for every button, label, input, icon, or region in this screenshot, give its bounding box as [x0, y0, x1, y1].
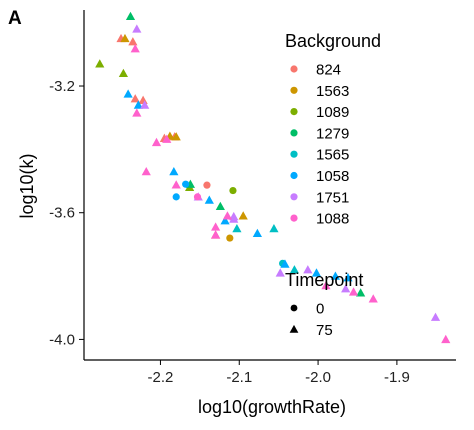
data-point-1058 — [330, 271, 341, 280]
x-axis-title: log10(growthRate) — [198, 397, 346, 417]
data-point-1088 — [141, 166, 151, 176]
data-point-1058 — [133, 100, 143, 109]
data-point-1088 — [132, 108, 142, 117]
legend-label-1563: 1563 — [316, 83, 349, 100]
data-point-1088 — [151, 137, 162, 147]
legend-label-1088: 1088 — [316, 211, 349, 228]
legend-key-1563 — [290, 86, 298, 94]
legend-title-timepoint: Timepoint — [285, 270, 363, 290]
legend-key-1089 — [290, 108, 298, 116]
data-point-1563 — [238, 211, 248, 220]
data-point-1088 — [193, 193, 202, 201]
data-points — [95, 11, 451, 344]
data-point-1279 — [215, 201, 225, 211]
legend-label-timepoint-75: 75 — [316, 322, 333, 339]
data-point-1089 — [95, 59, 105, 68]
x-tick-label: -2.2 — [148, 369, 174, 386]
data-point-1751 — [229, 214, 239, 223]
data-point-1088 — [222, 211, 233, 220]
legend-key-1751 — [290, 193, 298, 201]
data-point-1089 — [229, 186, 237, 195]
legend-label-1279: 1279 — [316, 125, 349, 142]
y-tick-label: -4.0 — [49, 331, 75, 348]
legend-label-1058: 1058 — [316, 168, 349, 185]
legend-key-824 — [290, 65, 298, 73]
data-point-1751 — [341, 284, 351, 293]
legend-background: Background 824 1563 1089 1279 1565 1058 1751 108… — [285, 31, 381, 228]
data-point-1058 — [204, 195, 214, 204]
data-point-1058 — [220, 216, 230, 225]
legend-label-824: 824 — [316, 62, 341, 79]
legend-label-1751: 1751 — [316, 189, 349, 206]
data-point-824 — [138, 95, 148, 104]
legend-key-1088 — [290, 214, 298, 222]
data-point-1058 — [343, 273, 353, 282]
data-point-1751 — [303, 265, 313, 274]
data-point-1058 — [123, 89, 133, 98]
legend-label-1089: 1089 — [316, 104, 349, 121]
data-point-1565 — [269, 223, 279, 233]
data-point-1088 — [348, 287, 359, 296]
data-point-1088 — [171, 180, 181, 189]
legend-label-1565: 1565 — [316, 147, 349, 164]
data-point-824 — [128, 37, 138, 46]
x-tick-label: -2.0 — [305, 369, 331, 386]
data-point-1751 — [132, 24, 142, 33]
legend-key-1565 — [290, 150, 298, 158]
data-point-1088 — [162, 134, 172, 143]
data-point-824 — [203, 181, 211, 189]
x-axis-ticks: -2.2 -2.1 -2.0 -1.9 — [148, 360, 410, 386]
data-point-1751 — [275, 268, 285, 277]
data-point-1088 — [321, 280, 331, 290]
data-point-1058 — [252, 228, 262, 237]
legend-title-background: Background — [285, 31, 381, 51]
data-point-1058 — [169, 166, 179, 176]
data-point-1058 — [172, 193, 180, 201]
panel-tag: A — [8, 8, 22, 29]
y-axis-ticks: -3.2 -3.6 -4.0 — [49, 78, 84, 348]
data-point-1563 — [120, 33, 130, 43]
legend-key-triangle — [289, 324, 299, 333]
data-point-1058 — [182, 180, 190, 188]
data-point-1088 — [368, 294, 378, 303]
legend-timepoint: Timepoint 0 75 — [285, 270, 363, 339]
data-point-1565 — [232, 223, 242, 233]
data-point-1279 — [125, 11, 136, 21]
data-point-1058 — [311, 268, 322, 277]
data-point-1088 — [211, 222, 221, 231]
x-tick-label: -2.1 — [226, 369, 252, 386]
data-point-1563 — [226, 234, 234, 242]
data-point-1058 — [280, 259, 290, 268]
y-axis-title: log10(k) — [17, 153, 37, 218]
x-tick-label: -1.9 — [384, 369, 410, 386]
legend-key-circle — [290, 304, 298, 312]
data-point-1563 — [171, 132, 181, 141]
y-tick-label: -3.6 — [49, 205, 75, 222]
y-tick-label: -3.2 — [49, 78, 75, 95]
legend-key-1058 — [290, 171, 298, 180]
data-point-1089 — [118, 68, 129, 78]
legend-label-timepoint-0: 0 — [316, 301, 324, 318]
data-point-1088 — [441, 334, 451, 344]
data-point-1751 — [430, 312, 441, 321]
data-point-1565 — [289, 265, 300, 274]
data-point-1279 — [356, 288, 366, 297]
data-point-1751 — [140, 100, 150, 109]
data-point-1088 — [130, 44, 140, 53]
data-point-824 — [130, 94, 140, 103]
legend-key-1279 — [290, 129, 298, 137]
data-point-1088 — [211, 230, 221, 239]
